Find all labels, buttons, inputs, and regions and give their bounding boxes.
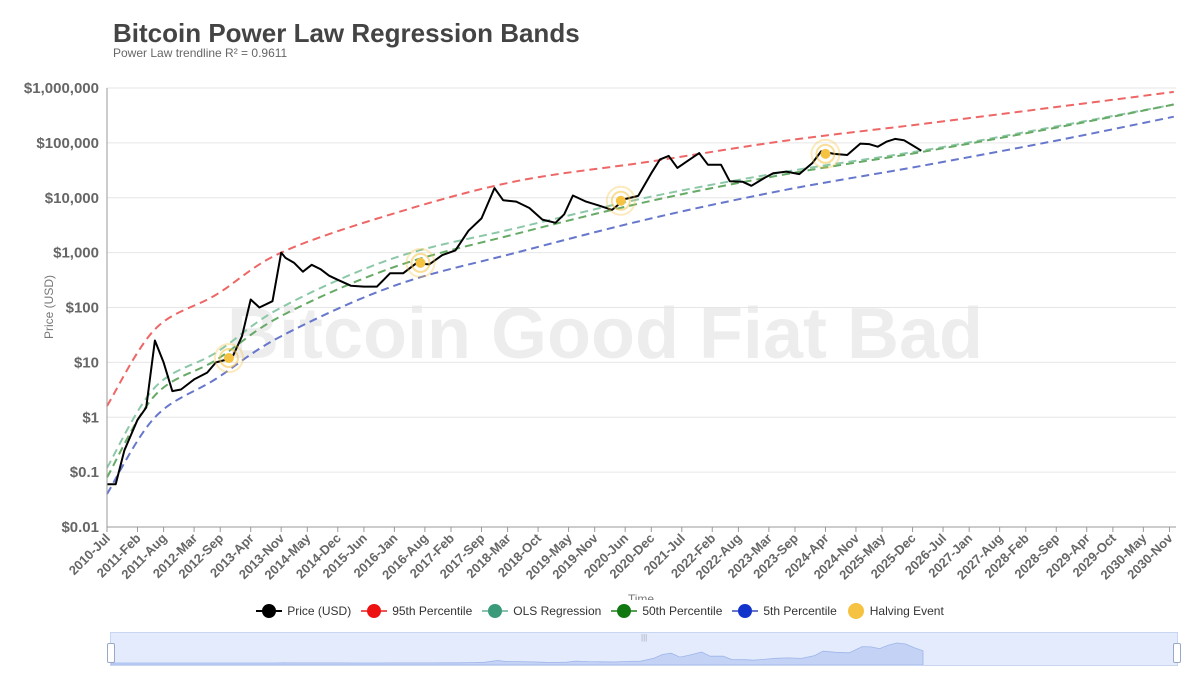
legend-label: 95th Percentile bbox=[392, 604, 473, 618]
y-tick-label: $10 bbox=[74, 354, 99, 371]
band-line-50th-percentile bbox=[106, 103, 1174, 478]
legend-item-ols[interactable]: OLS Regression bbox=[482, 604, 601, 618]
slider-grip-icon[interactable]: ||| bbox=[641, 633, 648, 642]
legend-label: 50th Percentile bbox=[642, 604, 723, 618]
y-tick-label: $1,000,000 bbox=[24, 80, 99, 97]
band-lines bbox=[106, 90, 1174, 495]
legend-item-95th[interactable]: 95th Percentile bbox=[361, 604, 472, 618]
band-line-5th-percentile bbox=[106, 115, 1174, 495]
legend-swatch-5th bbox=[732, 604, 759, 618]
halving-ring bbox=[405, 247, 436, 278]
halving-ring bbox=[815, 143, 836, 164]
halving-ring bbox=[810, 138, 841, 169]
slider-right-handle[interactable] bbox=[1173, 643, 1181, 663]
legend-label: Halving Event bbox=[869, 604, 944, 618]
halving-ring bbox=[610, 190, 631, 211]
chart-canvas: Bitcoin Good Fiat Bad $0.01$0.1$1$10$100… bbox=[24, 80, 1176, 600]
y-tick-label: $1 bbox=[82, 409, 99, 426]
legend-swatch-halving bbox=[847, 603, 865, 619]
y-tick-label: $1,000 bbox=[53, 245, 99, 262]
y-tick-label: $10,000 bbox=[45, 190, 99, 207]
halving-ring bbox=[605, 185, 636, 216]
zoom-slider[interactable]: ||| bbox=[107, 632, 1181, 666]
halving-marker bbox=[820, 148, 831, 159]
legend-label: Price (USD) bbox=[287, 604, 352, 618]
chart-subtitle: Power Law trendline R² = 0.9611 bbox=[113, 46, 288, 60]
band-line-ols-regression bbox=[106, 103, 1174, 469]
legend-item-50th[interactable]: 50th Percentile bbox=[611, 604, 722, 618]
y-tick-label: $100,000 bbox=[36, 135, 99, 152]
halving-ring bbox=[410, 252, 431, 273]
y-tick-label: $0.01 bbox=[61, 519, 99, 536]
slider-left-handle[interactable] bbox=[107, 643, 115, 663]
legend-item-5th[interactable]: 5th Percentile bbox=[732, 604, 837, 618]
band-line-95th-percentile bbox=[106, 90, 1174, 407]
legend-swatch-95th bbox=[361, 604, 388, 618]
slider-preview-area bbox=[111, 642, 924, 665]
legend-label: OLS Regression bbox=[513, 604, 602, 618]
halving-ring bbox=[213, 343, 244, 374]
slider-preview bbox=[111, 642, 924, 665]
halving-marker bbox=[415, 257, 426, 268]
y-axis-title: Price (USD) bbox=[42, 275, 56, 339]
y-tick-label: $100 bbox=[66, 300, 99, 317]
legend-swatch-price bbox=[256, 604, 283, 618]
halving-markers bbox=[213, 138, 841, 374]
legend-swatch-50th bbox=[611, 604, 638, 618]
halving-ring bbox=[218, 348, 239, 369]
legend-label: 5th Percentile bbox=[763, 604, 837, 618]
legend-swatch-ols bbox=[482, 604, 509, 618]
y-tick-label: $0.1 bbox=[70, 464, 99, 481]
legend-item-price[interactable]: Price (USD) bbox=[256, 604, 351, 618]
halving-marker bbox=[615, 195, 626, 206]
chart-title: Bitcoin Power Law Regression Bands bbox=[113, 18, 580, 48]
halving-marker bbox=[223, 353, 234, 364]
legend: Price (USD) 95th Percentile OLS Regressi… bbox=[0, 603, 1200, 619]
x-axis-title: Time bbox=[628, 592, 655, 600]
grid bbox=[107, 87, 1176, 528]
legend-item-halving[interactable]: Halving Event bbox=[847, 603, 944, 619]
